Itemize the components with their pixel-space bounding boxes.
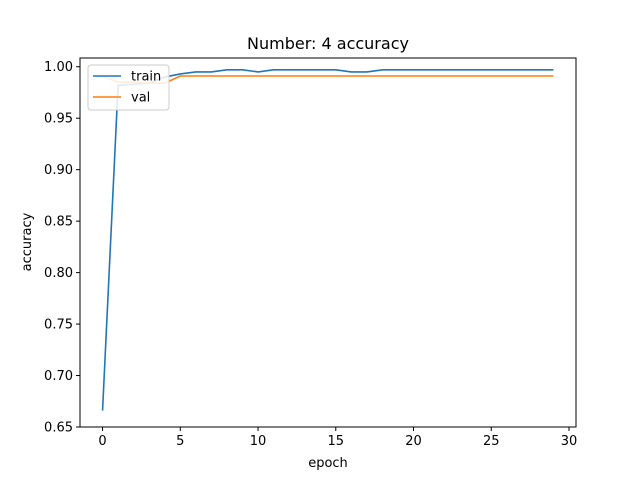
legend-label-train: train	[131, 70, 161, 85]
x-axis-label: epoch	[308, 456, 348, 471]
y-tick-label: 0.80	[44, 266, 73, 281]
x-axis-ticks: 0 5 10 15 20 25 30	[98, 427, 577, 449]
legend: train val	[87, 64, 170, 111]
series-line-val	[102, 75, 554, 85]
y-tick-label: 0.70	[44, 369, 73, 384]
legend-label-val: val	[131, 91, 150, 106]
x-tick-label: 10	[250, 434, 267, 449]
x-tick-label: 25	[483, 434, 500, 449]
y-axis-label: accuracy	[20, 212, 35, 271]
x-tick-label: 5	[176, 434, 184, 449]
y-tick-label: 0.75	[44, 318, 73, 333]
series-layer	[101, 69, 554, 411]
series-line-train	[101, 69, 554, 411]
y-tick-label: 0.95	[44, 112, 73, 127]
x-tick-label: 30	[561, 434, 578, 449]
y-tick-label: 0.65	[44, 421, 73, 436]
chart-title: Number: 4 accuracy	[247, 34, 409, 53]
x-tick-label: 20	[405, 434, 422, 449]
y-tick-label: 0.85	[44, 215, 73, 230]
y-tick-label: 1.00	[44, 60, 73, 75]
y-axis-ticks: 0.65 0.70 0.75 0.80 0.85 0.90 0.95 1.00	[44, 60, 80, 436]
y-tick-label: 0.90	[44, 163, 73, 178]
x-tick-label: 0	[98, 434, 106, 449]
plot-frame	[79, 57, 577, 428]
x-tick-label: 15	[328, 434, 345, 449]
